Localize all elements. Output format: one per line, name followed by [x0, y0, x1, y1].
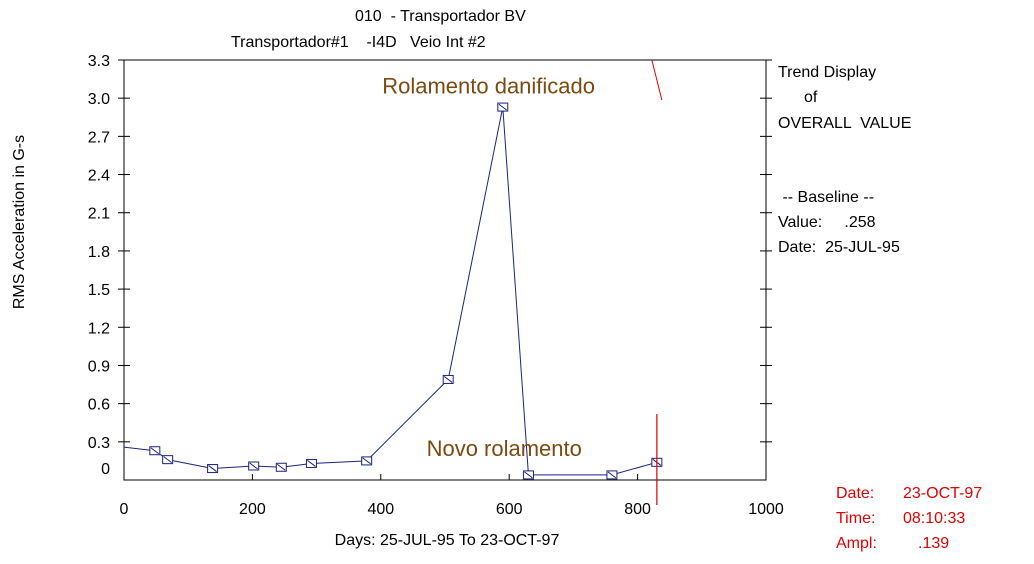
data-point-mark	[276, 463, 286, 471]
data-point-mark	[498, 103, 508, 111]
y-tick-label: 3.3	[88, 53, 110, 70]
y-axis-label-group: RMS Acceleration in G-s	[11, 135, 28, 309]
baseline-value: Value: .258	[778, 214, 876, 231]
y-axis-label: RMS Acceleration in G-s	[11, 135, 28, 309]
annotations: Rolamento danificado Novo rolamento	[382, 73, 595, 461]
data-point-mark	[150, 447, 160, 455]
data-point-mark	[208, 465, 217, 472]
data-point-mark	[362, 457, 371, 465]
cursor-ampl-value: .139	[918, 535, 950, 552]
series-line	[123, 106, 657, 476]
data-point-mark	[607, 471, 617, 479]
data-point-mark	[443, 376, 453, 383]
y-tick-label: 0	[101, 461, 110, 478]
data-point-mark	[163, 456, 172, 464]
x-tick-label: 200	[239, 501, 266, 518]
ticks: 0 0.3 0.6 0.9 1.2 1.5 1.8 2.1 2.4 2.7 3.0 3.3 0 200 40…	[88, 53, 784, 518]
y-tick-label: 3.0	[88, 91, 110, 108]
annotation-damaged-bearing: Rolamento danificado	[382, 73, 595, 98]
cursor-ampl-label: Ampl:	[836, 535, 877, 552]
x-tick-label: 600	[496, 501, 523, 518]
y-tick-label: 2.4	[88, 168, 110, 185]
cursor-time-label: Time:	[836, 510, 876, 527]
chart-title: 010 - Transportador BV	[355, 8, 526, 25]
axes	[123, 59, 767, 481]
x-tick-label: 400	[367, 501, 394, 518]
y-tick-label: 0.9	[88, 358, 110, 375]
data-point-mark	[249, 462, 258, 470]
annotation-new-bearing: Novo rolamento	[427, 436, 582, 461]
baseline-header: -- Baseline --	[778, 189, 875, 206]
y-tick-label: 2.1	[88, 206, 110, 223]
overall-value-label: OVERALL VALUE	[778, 115, 912, 132]
chart-subtitle: Transportador#1 -I4D Veio Int #2	[231, 34, 486, 51]
y-tick-label: 0.3	[88, 435, 110, 452]
plot-frame	[123, 59, 767, 481]
x-tick-label: 0	[120, 501, 129, 518]
cursor-date-value: 23-OCT-97	[903, 485, 983, 502]
data-point-mark	[524, 471, 533, 479]
x-tick-label: 800	[624, 501, 651, 518]
y-tick-label: 1.2	[88, 320, 110, 337]
y-tick-label: 2.7	[88, 129, 110, 146]
baseline-date: Date: 25-JUL-95	[778, 239, 900, 256]
cursor-time-value: 08:10:33	[903, 510, 966, 527]
cursor-line-top	[651, 59, 663, 101]
cursor-date-label: Date:	[836, 485, 875, 502]
series-group	[123, 59, 663, 505]
y-tick-label: 0.6	[88, 397, 110, 414]
trend-display-label: Trend Display	[778, 64, 877, 81]
x-axis-label: Days: 25-JUL-95 To 23-OCT-97	[335, 532, 560, 549]
x-tick-label: 1000	[748, 501, 784, 518]
y-tick-label: 1.5	[88, 282, 110, 299]
y-tick-label: 1.8	[88, 244, 110, 261]
data-point-mark	[307, 460, 316, 467]
of-label: of	[804, 89, 818, 106]
